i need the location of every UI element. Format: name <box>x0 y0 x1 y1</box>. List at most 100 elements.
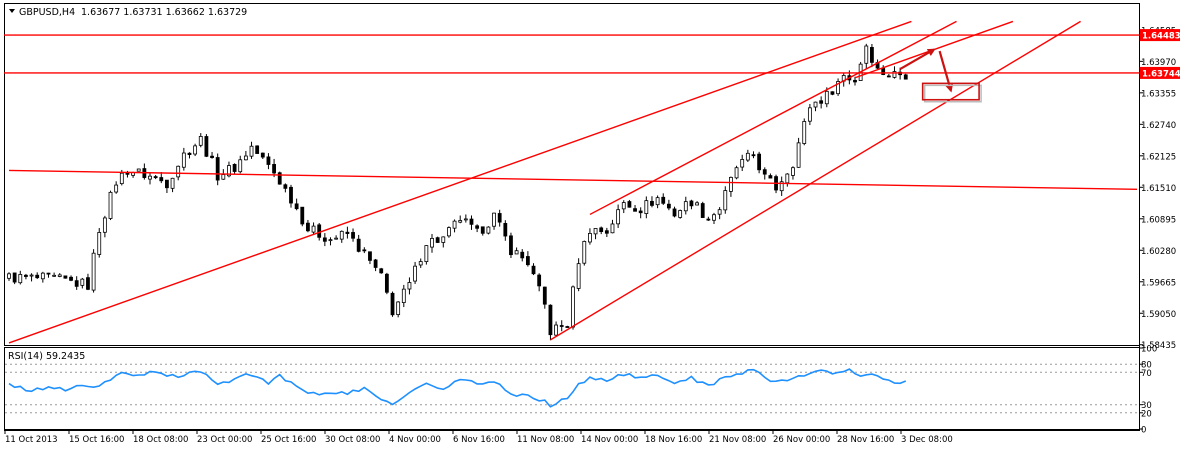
candle <box>520 249 525 262</box>
candle <box>52 272 57 277</box>
candle <box>734 165 739 180</box>
candle <box>853 76 857 86</box>
candle <box>824 87 829 108</box>
box-annotation[interactable] <box>921 82 980 101</box>
horizontal-levels[interactable] <box>4 34 1139 74</box>
price-tag <box>1140 66 1180 79</box>
candle <box>503 220 508 241</box>
price-tick-label: 1.61510 <box>1141 184 1176 194</box>
candle <box>210 151 214 159</box>
candle <box>717 207 722 220</box>
rsi-tick-label: 0 <box>1141 426 1146 436</box>
candle <box>424 245 429 265</box>
candle <box>165 179 169 193</box>
candle <box>836 78 840 96</box>
candle <box>97 228 102 258</box>
candle <box>723 186 728 214</box>
candle <box>729 176 733 197</box>
candle <box>616 204 621 228</box>
candle <box>599 226 604 235</box>
candle <box>232 163 237 174</box>
candle <box>351 228 355 242</box>
candle <box>706 216 711 221</box>
candle <box>751 151 756 159</box>
candle <box>819 96 824 109</box>
candle <box>621 200 626 214</box>
rsi-levels <box>5 363 1139 414</box>
trend-line[interactable] <box>589 20 957 216</box>
candle <box>198 133 203 148</box>
price-tick-label: 1.62125 <box>1141 152 1176 162</box>
candle <box>807 104 812 126</box>
price-tick-label: 1.63355 <box>1141 89 1176 99</box>
candle <box>582 240 587 266</box>
time-tick-label: 11 Nov 08:00 <box>517 435 574 445</box>
candle <box>294 198 299 211</box>
trend-line[interactable] <box>550 20 1081 341</box>
annotations[interactable] <box>899 48 982 103</box>
candle <box>593 228 598 240</box>
trend-lines[interactable] <box>8 20 1138 344</box>
candle <box>260 152 265 160</box>
candles <box>7 43 908 341</box>
dropdown-triangle-icon[interactable] <box>9 9 15 13</box>
candle <box>373 258 378 272</box>
candle <box>102 215 107 238</box>
candle <box>40 271 45 283</box>
candle <box>588 228 592 245</box>
time-tick-label: 6 Nov 16:00 <box>453 435 505 445</box>
trend-line[interactable] <box>8 20 912 344</box>
candle <box>452 219 457 233</box>
candle <box>655 195 660 209</box>
rsi-tick-label: 20 <box>1141 409 1152 419</box>
rsi-tick-label: 100 <box>1141 345 1157 355</box>
candle <box>91 249 96 293</box>
arrow-annotation[interactable] <box>899 48 936 70</box>
ohlc-values: 1.63677 1.63731 1.63662 1.63729 <box>81 7 247 18</box>
candle <box>413 261 417 284</box>
candle <box>193 143 198 157</box>
candle <box>903 73 908 80</box>
price-tick-label: 1.59665 <box>1141 278 1176 288</box>
rsi-panel[interactable] <box>4 347 1140 430</box>
rsi-tick-label: 70 <box>1141 369 1152 379</box>
candle <box>334 235 339 240</box>
price-tags: 1.64483 1.63744 <box>1140 29 1181 79</box>
candle <box>170 177 175 193</box>
candle <box>469 215 474 230</box>
candle <box>480 226 485 236</box>
candle <box>339 230 344 243</box>
box-annotation-shadow <box>923 84 982 103</box>
candle <box>266 153 271 170</box>
trend-line[interactable] <box>8 169 1138 191</box>
candle <box>514 247 519 255</box>
candle <box>458 215 463 224</box>
candle <box>148 173 152 185</box>
candle <box>243 150 248 161</box>
candle <box>463 214 468 223</box>
candle <box>757 151 762 174</box>
candle <box>791 166 795 180</box>
time-tick-label: 28 Nov 16:00 <box>837 435 894 445</box>
candle <box>492 212 496 230</box>
candle <box>740 154 745 172</box>
candle <box>384 272 389 295</box>
candle <box>830 91 835 96</box>
candle <box>661 193 666 205</box>
candle <box>362 247 367 254</box>
candle <box>63 275 68 279</box>
candle <box>441 236 446 248</box>
candle <box>554 321 558 337</box>
price-tick-label: 1.58435 <box>1141 341 1176 351</box>
time-ticks: 11 Oct 2013 15 Oct 16:00 18 Oct 08:00 23 Oc… <box>4 430 953 445</box>
candle <box>633 205 637 212</box>
rsi-line-group <box>8 368 907 408</box>
candle <box>181 147 186 171</box>
candle <box>306 219 310 233</box>
candle <box>69 275 73 282</box>
candle <box>525 251 530 267</box>
price-tag-label: 1.63744 <box>1142 69 1181 79</box>
candle <box>300 206 305 227</box>
